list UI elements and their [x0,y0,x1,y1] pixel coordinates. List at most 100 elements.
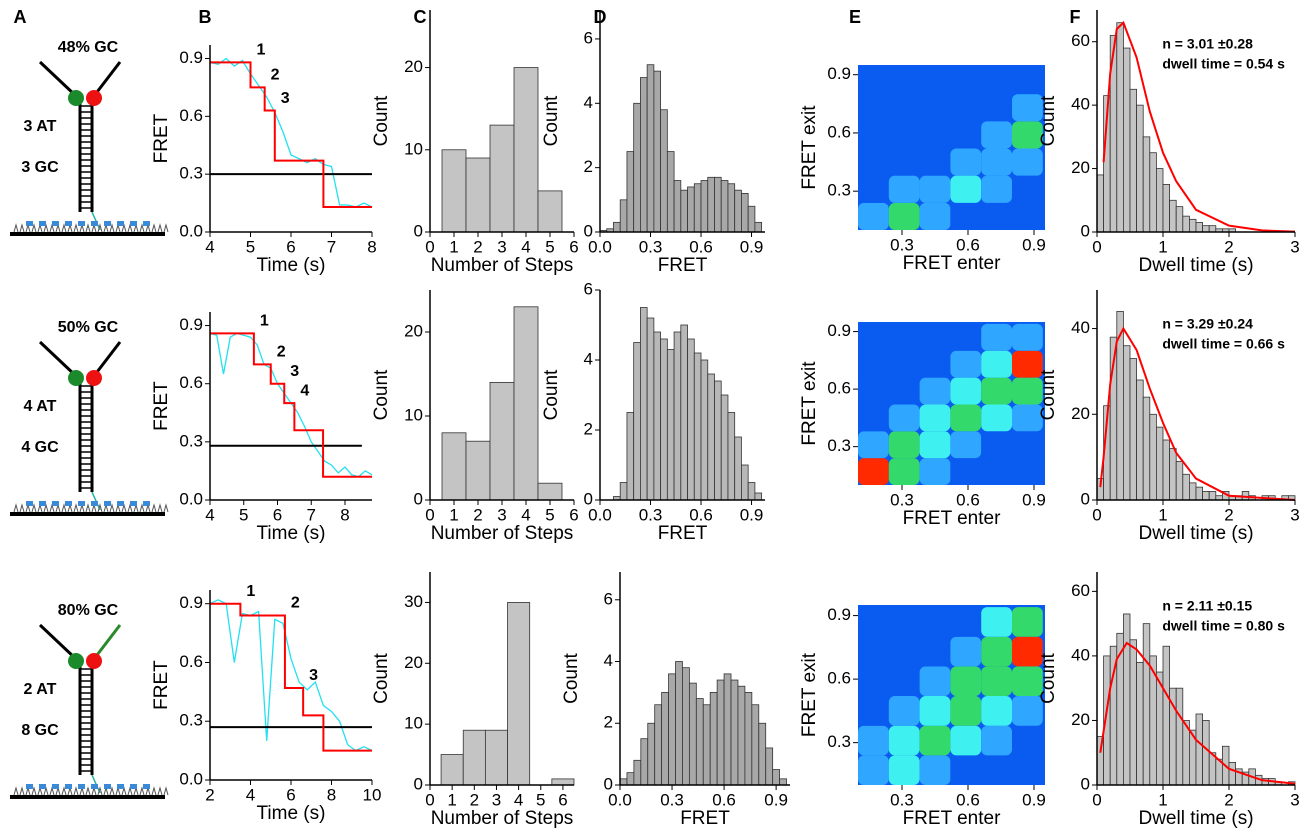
x-tick-label: 8 [367,237,376,256]
y-tick-label: 40 [1071,95,1090,114]
bar [714,380,722,501]
y-tick-label: 20 [1071,158,1090,177]
bar [462,729,486,786]
y-tick-label: 6 [584,279,593,298]
gc-pairs: 8 GC [21,722,59,739]
heatmap-cell [1012,696,1043,726]
surface-tag [65,501,72,506]
bar [619,482,628,501]
arm [38,60,78,98]
bar [537,482,563,501]
bar [734,189,742,233]
bar [747,482,756,501]
x-tick-label: 5 [545,237,554,256]
annotation: 1 [257,42,266,59]
x-axis-label: Dwell time (s) [1138,523,1253,544]
x-tick-label: 2 [470,790,479,809]
x-axis-label: Dwell time (s) [1138,255,1253,276]
x-tick-label: 0.3 [639,505,663,524]
y-tick-label: 2 [584,419,593,438]
heatmap-cell [888,66,920,95]
x-tick-label: 0.3 [890,490,914,509]
y-axis-label: FRET [151,113,172,163]
bar [1123,47,1131,233]
heatmap-cell [888,458,920,485]
bar [1142,623,1151,786]
heatmap-cell [858,94,889,122]
heatmap-cell [950,148,982,176]
x-tick-label: 4 [205,237,214,256]
acceptor-dye [86,370,102,386]
heatmap-cell [888,377,920,405]
heatmap-cell [981,175,1012,203]
x-tick-label: 0.6 [956,490,980,509]
x-axis-label: Number of Steps [431,255,574,276]
donor-dye [68,653,84,669]
x-tick-label: 3 [1290,505,1299,524]
bar [695,698,704,786]
bar [751,704,760,786]
heatmap-cell [858,607,889,637]
y-tick-label: 2 [604,713,613,732]
heatmap-cell [981,121,1012,149]
bar [646,317,655,501]
y-tick-label: 0.9 [179,315,203,334]
annotation: n = 3.01 ±0.28 [1162,36,1253,52]
x-tick-label: 2 [1224,790,1233,809]
y-axis-label: FRET exit [799,652,820,737]
surface-tag [39,501,46,506]
bar [693,352,702,501]
surface-tag [117,501,124,506]
x-tick-label: 2 [473,237,482,256]
heatmap-cell [1012,725,1043,756]
chart: 0 1 2 3 0 20 40 60 Dwell time (s) Count n = 2.11 ±… [1038,572,1300,829]
y-axis-label: FRET exit [799,105,820,190]
x-tick-label: 0.9 [1022,235,1046,254]
bar [1156,168,1164,233]
x-tick-label: 0.9 [1022,490,1046,509]
surface-tag [52,501,59,506]
y-tick-label: 4 [584,93,593,112]
heatmap-cell [888,607,920,637]
heatmap-cell [858,323,889,351]
gc-content: 80% GC [58,602,119,619]
x-tick-label: 6 [569,237,578,256]
bar [772,769,780,786]
bar [1136,661,1144,786]
x-tick-label: 7 [327,237,336,256]
surface-tag [143,784,150,789]
surface-tag [26,501,33,506]
x-axis-label: Number of Steps [431,808,574,829]
x-tick-label: 1 [1158,237,1167,256]
x-tick-label: 4 [521,237,530,256]
bar [754,492,763,501]
y-tick-label: 0.9 [827,605,851,624]
surface-tag [143,221,150,226]
surface-tag [78,501,85,506]
chart: 0.0 0.3 0.6 0.9 0 2 4 6 FRET Count [541,10,765,276]
x-tick-label: 6 [286,785,295,804]
surface-tag [91,784,98,789]
heatmap-cell [981,94,1012,122]
bar [513,306,539,501]
bar [660,109,668,233]
y-tick-label: 10 [404,714,423,733]
surface-tag [104,501,111,506]
heatmap-cell [888,696,920,726]
bar [1175,461,1184,501]
heatmap-cell [950,431,982,459]
series-line [1099,326,1296,501]
heatmap-cell [888,636,920,667]
y-axis-label: Count [541,369,562,420]
heatmap-cell [919,323,951,351]
dna-diagram: 48% GC 3 AT 3 GC [10,39,169,236]
x-tick-label: 0 [1092,790,1101,809]
gc-content: 50% GC [58,319,119,336]
bar [513,67,539,233]
heatmap-cell [919,458,951,485]
y-tick-label: 0.6 [179,652,203,671]
heatmap-cell [1012,377,1043,405]
bar [688,682,697,786]
bar [626,772,635,786]
bar [1182,473,1190,501]
